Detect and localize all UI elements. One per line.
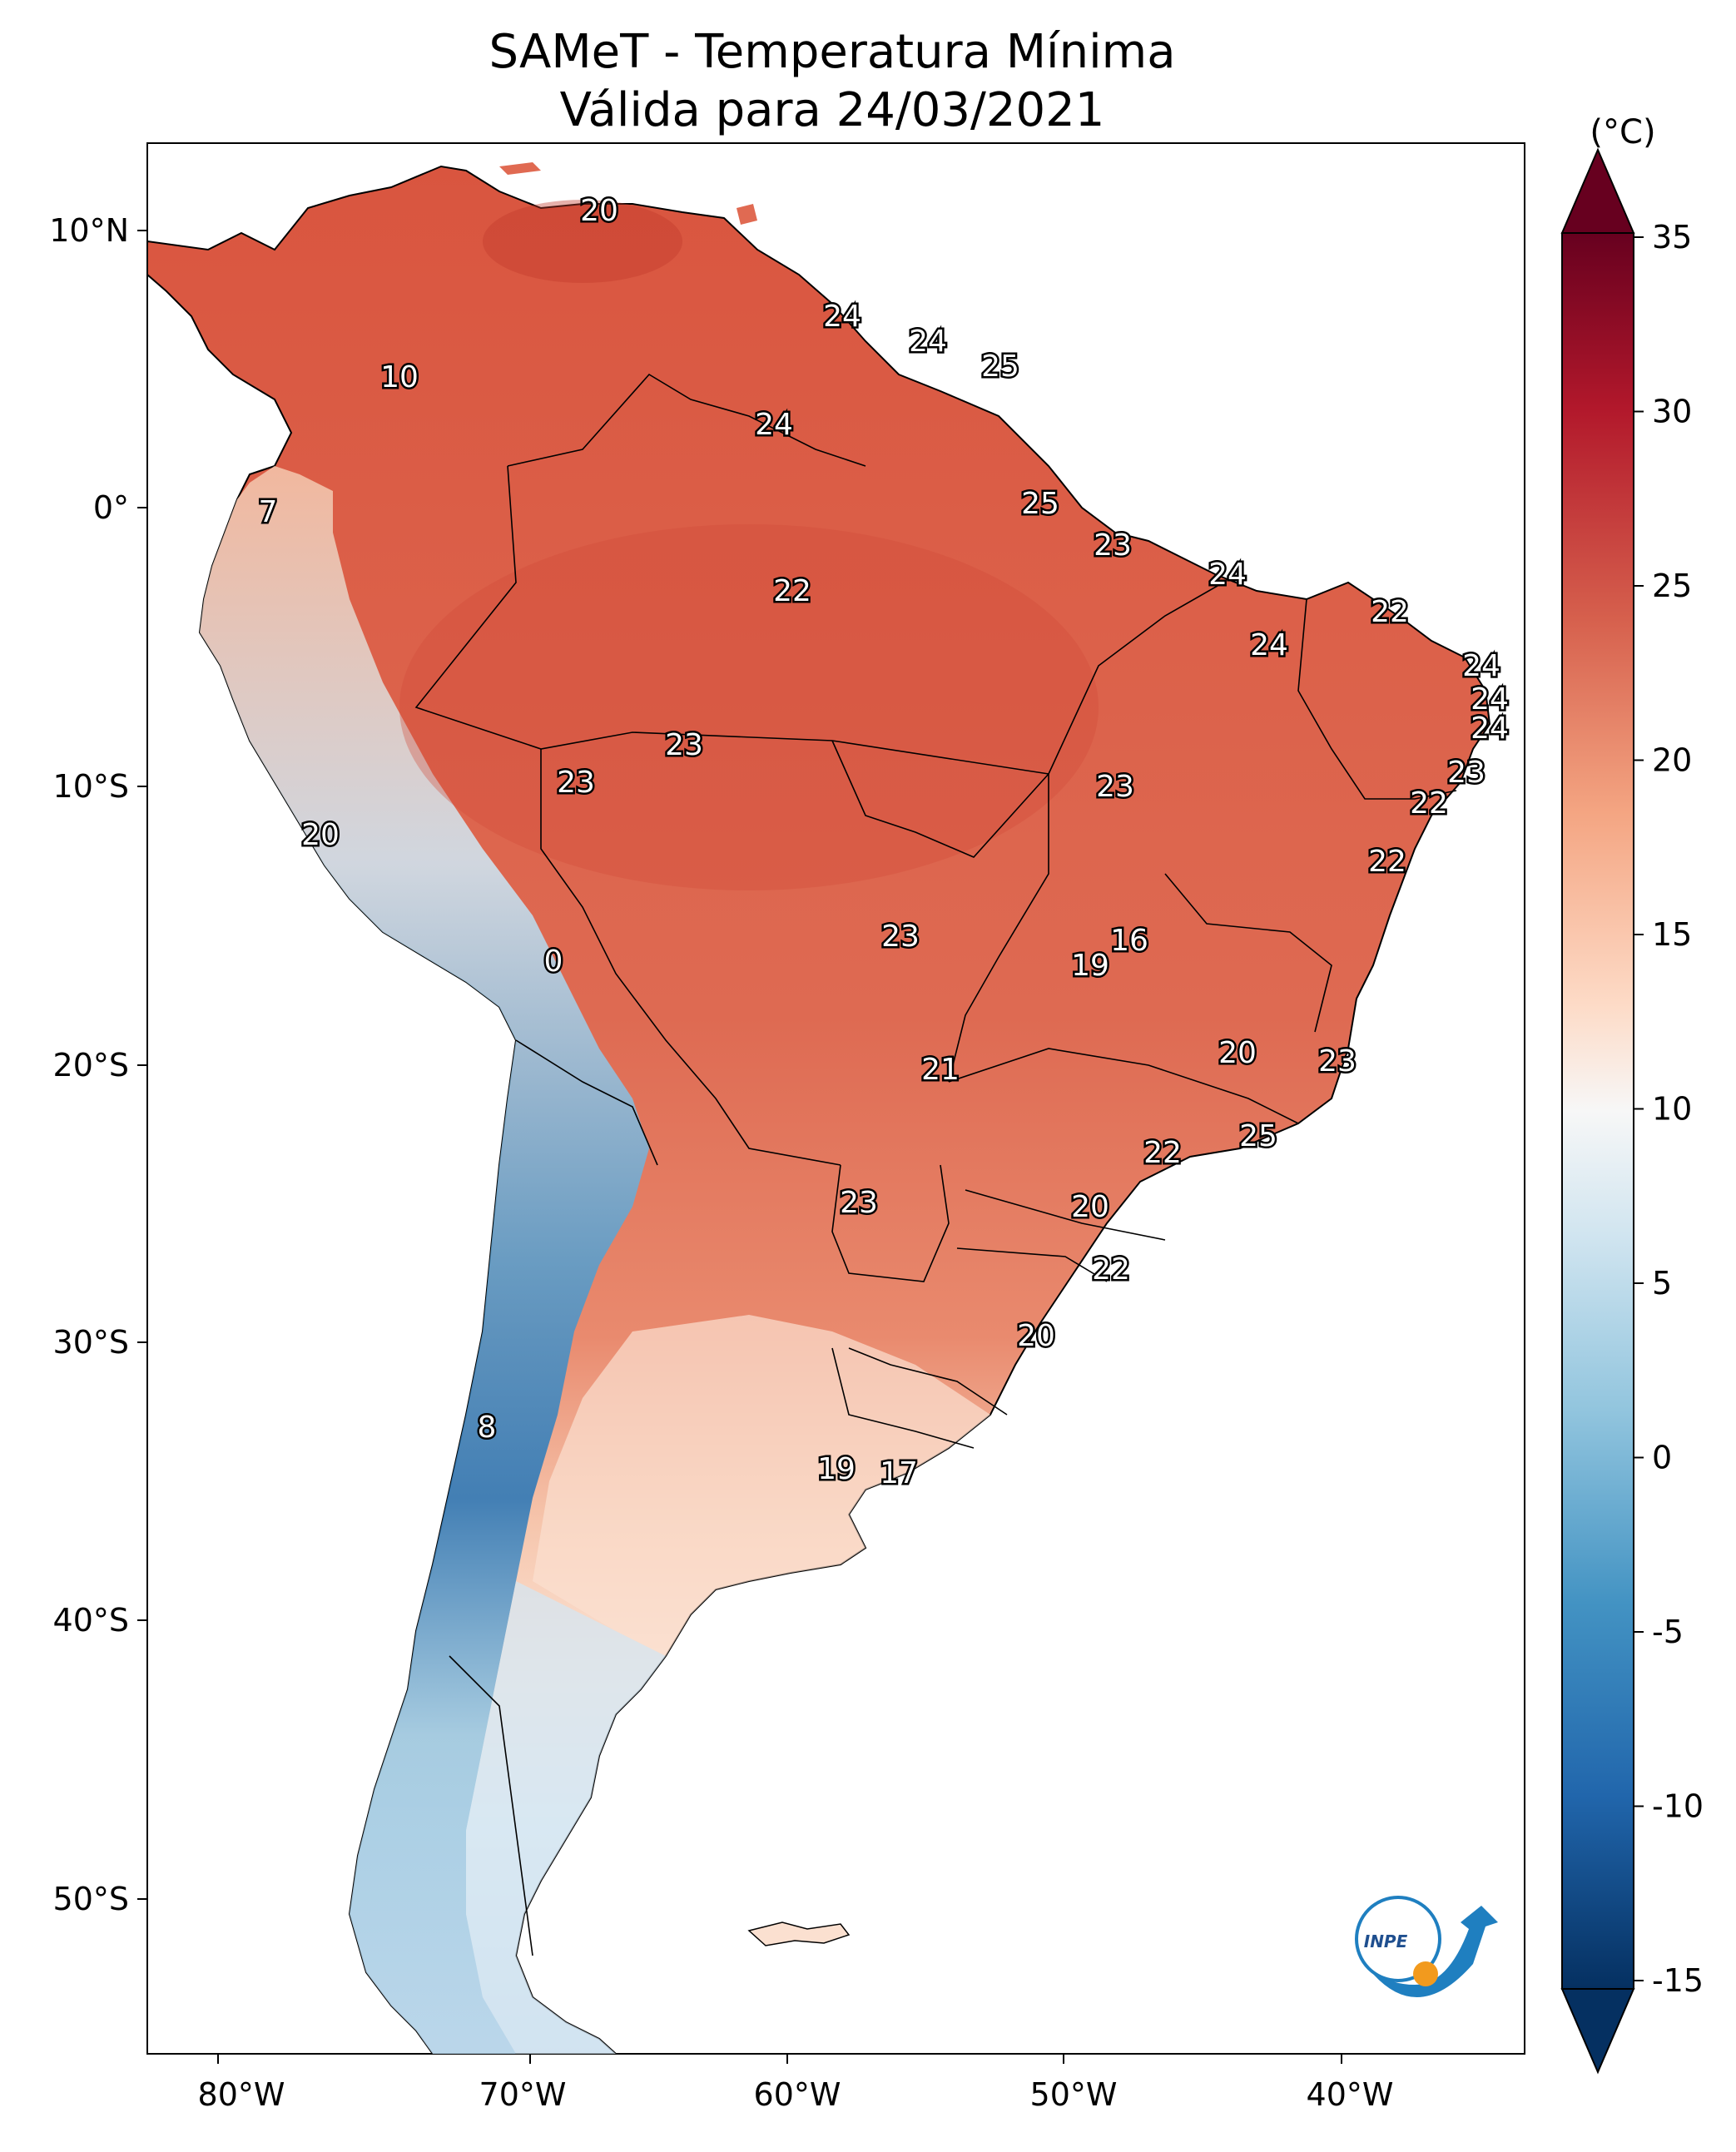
lon-label: 40°W	[1307, 2076, 1394, 2113]
contour-label: 22	[1143, 1136, 1182, 1170]
contour-label: 24	[1471, 682, 1509, 717]
contour-label: 22	[773, 574, 811, 608]
colorbar-tick-label: -15	[1652, 1962, 1704, 1999]
andes-cold-region	[200, 466, 649, 2054]
lon-label: 60°W	[754, 2076, 841, 2113]
contour-label: 21	[921, 1053, 960, 1087]
contour-label: 24	[1462, 649, 1500, 683]
lon-label: 70°W	[479, 2076, 567, 2113]
contour-label: 20	[580, 194, 618, 228]
contour-label: 17	[880, 1456, 918, 1490]
logo-ring-icon	[1355, 1896, 1441, 1982]
contour-label: 19	[817, 1452, 856, 1486]
logo-text: INPE	[1364, 1931, 1408, 1951]
colorbar-tick-label: 20	[1652, 742, 1692, 779]
contour-label: 23	[1318, 1044, 1357, 1078]
contour-label: 16	[1110, 924, 1148, 958]
colorbar: (°C) 35 30 25 20 15 10 5 0 -5 -10 -15	[1560, 113, 1704, 2075]
contour-label: 24	[1471, 712, 1509, 746]
contour-label: 24	[823, 300, 861, 334]
lat-label: 0°	[93, 489, 129, 526]
colorbar-top-arrow-icon	[1560, 147, 1635, 234]
contour-label: 23	[881, 920, 920, 954]
colorbar-tick-label: 10	[1652, 1091, 1692, 1128]
colorbar-bottom-arrow-icon	[1560, 1988, 1635, 2075]
contour-label: 24	[1208, 558, 1247, 592]
contour-label: 0	[544, 945, 563, 979]
logo-dot-icon	[1413, 1961, 1438, 1986]
contour-label: 24	[909, 325, 947, 359]
falkland-islands	[747, 1921, 851, 1946]
inpe-logo: INPE	[1355, 1896, 1498, 1997]
contour-label: 23	[665, 728, 703, 762]
colorbar-tick-label: 5	[1652, 1265, 1672, 1302]
lat-label: 50°S	[53, 1881, 129, 1917]
contour-label: 22	[1368, 845, 1406, 879]
lat-label: 10°S	[53, 768, 129, 805]
contour-label: 8	[478, 1411, 497, 1445]
contour-label: 23	[1094, 528, 1132, 563]
lon-label: 80°W	[198, 2076, 285, 2113]
colorbar-tick-label: 0	[1652, 1440, 1672, 1476]
contour-label: 25	[1239, 1119, 1277, 1153]
lat-label: 30°S	[53, 1324, 129, 1361]
contour-label: 19	[1071, 949, 1109, 983]
title-line-2: Válida para 24/03/2021	[559, 83, 1105, 137]
contour-label: 24	[1250, 628, 1288, 662]
contour-label: 20	[1218, 1036, 1257, 1070]
contour-label: 10	[380, 360, 419, 394]
contour-label: 23	[840, 1186, 878, 1220]
title-line-1: SAMeT - Temperatura Mínima	[489, 25, 1176, 79]
venezuela-warm-core	[483, 200, 682, 283]
contour-label: 20	[1071, 1190, 1109, 1224]
contour-label: 23	[557, 766, 595, 800]
lon-label: 50°W	[1030, 2076, 1118, 2113]
lat-label: 20°S	[53, 1047, 129, 1083]
longitude-labels: 80°W 70°W 60°W 50°W 40°W	[198, 2076, 1394, 2113]
colorbar-tick-label: 25	[1652, 568, 1692, 604]
colorbar-gradient	[1561, 232, 1634, 1990]
contour-label: 20	[1017, 1319, 1055, 1353]
map-title: SAMeT - Temperatura Mínima Válida para 2…	[0, 23, 1664, 140]
contour-label: 7	[259, 495, 278, 529]
colorbar-tick-label: -5	[1652, 1614, 1684, 1650]
contour-label: 22	[1092, 1252, 1130, 1287]
amazon-warm-core	[399, 524, 1099, 890]
colorbar-tick-label: 15	[1652, 916, 1692, 953]
lat-label: 10°N	[49, 212, 129, 249]
latitude-labels: 10°N 0° 10°S 20°S 30°S 40°S 50°S	[49, 212, 129, 1917]
colorbar-tick-label: 30	[1652, 394, 1692, 430]
colorbar-tick-label: 35	[1652, 219, 1692, 255]
contour-label: 25	[1021, 487, 1059, 521]
colorbar-unit: (°C)	[1590, 113, 1655, 151]
map-area: 20 10 24 24 25 24 7 25 23 22 24 22 24 24…	[147, 162, 1510, 2054]
lat-label: 40°S	[53, 1602, 129, 1639]
colorbar-tick-label: -10	[1652, 1788, 1704, 1825]
contour-label: 22	[1371, 595, 1409, 629]
logo-arrow-icon	[1365, 1906, 1498, 1997]
pampas-region	[533, 1315, 990, 1656]
patagonia-region	[466, 1581, 666, 2054]
country-borders	[414, 373, 1457, 1956]
contour-label: 25	[981, 350, 1019, 384]
contour-label: 24	[755, 408, 793, 442]
caribbean-islands	[499, 162, 757, 225]
axis-ticks	[137, 230, 1342, 2064]
contour-label: 23	[1096, 770, 1134, 804]
contour-labels: 20 10 24 24 25 24 7 25 23 22 24 22 24 24…	[256, 192, 1510, 1493]
contour-label: 23	[1447, 756, 1486, 790]
contour-label: 20	[301, 818, 340, 852]
contour-label: 22	[1410, 786, 1448, 821]
